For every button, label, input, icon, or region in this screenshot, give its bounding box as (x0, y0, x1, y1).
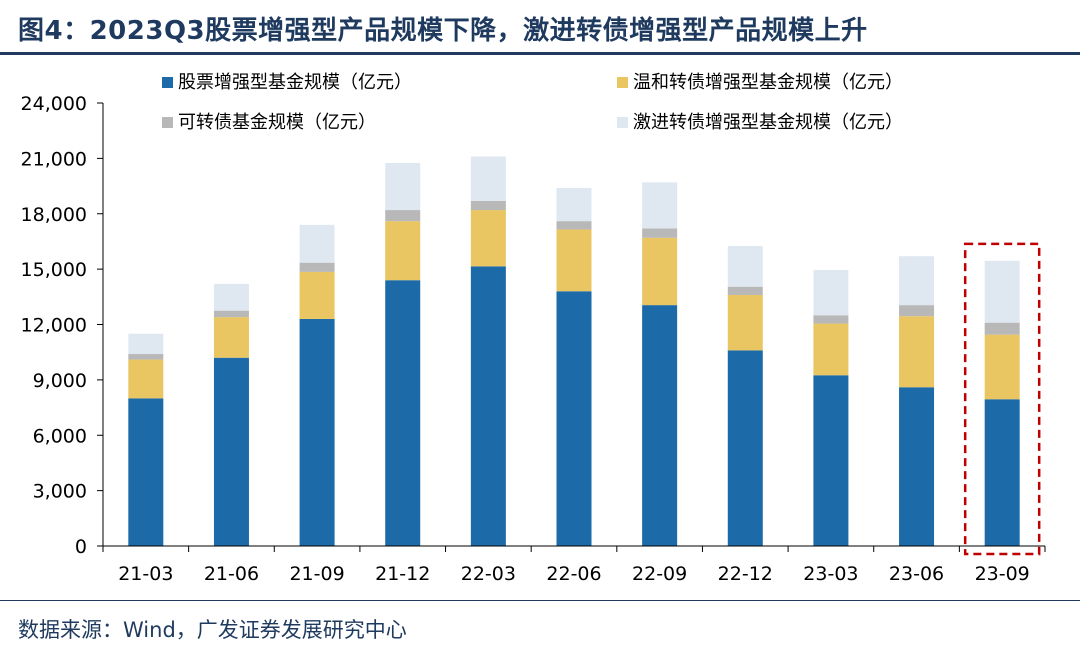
bar-segment (899, 256, 935, 306)
bar-segment (727, 246, 763, 287)
x-axis: 21-03 21-06 21-09 21-12 22-03 22-06 22-09 22-12… (102, 545, 1046, 585)
bar-segment (128, 333, 164, 355)
legend-label: 温和转债增强型基金规模（亿元） (633, 72, 903, 93)
y-tick-label: 6,000 (33, 425, 87, 447)
y-tick-label: 9,000 (33, 370, 87, 392)
x-tick-label: 21-12 (375, 563, 430, 585)
legend-swatch (617, 117, 628, 128)
bar-segment (813, 375, 849, 546)
x-tick-label: 21-09 (289, 563, 344, 585)
bar-segment (299, 224, 335, 263)
bar-segment (213, 310, 249, 318)
bar-segment (470, 266, 506, 546)
bar-segment (899, 316, 935, 388)
bar-segment (984, 334, 1020, 400)
bar-segment (727, 294, 763, 351)
y-tick-label: 21,000 (21, 148, 87, 170)
legend-label: 股票增强型基金规模（亿元） (178, 72, 412, 93)
bar-segment (128, 354, 164, 360)
bar-segment (470, 156, 506, 201)
y-tick-label: 12,000 (21, 315, 87, 337)
bar-segment (556, 187, 592, 222)
bar-segment (727, 350, 763, 546)
x-tick-label: 21-03 (118, 563, 173, 585)
legend-swatch (162, 117, 173, 128)
y-axis: 0 3,000 6,000 9,000 12,000 15,000 18,000 21,000… (21, 93, 104, 558)
legend-swatch (617, 77, 628, 88)
bar-segment (470, 210, 506, 267)
stacked-bar-chart: 股票增强型基金规模（亿元） 温和转债增强型基金规模（亿元） 可转债基金规模（亿元） 激… (21, 72, 1046, 585)
footer-divider (0, 600, 1080, 601)
highlight-box (963, 242, 1041, 556)
bar-segment (727, 286, 763, 295)
bar-segment (213, 357, 249, 546)
bar-segment (556, 221, 592, 230)
legend: 股票增强型基金规模（亿元） 温和转债增强型基金规模（亿元） 可转债基金规模（亿元） 激… (162, 72, 903, 133)
y-tick-label: 24,000 (21, 93, 87, 115)
y-tick-label: 3,000 (33, 481, 87, 503)
y-tick-label: 15,000 (21, 259, 87, 281)
x-tick-label: 22-06 (546, 563, 601, 585)
bar-segment (642, 228, 678, 238)
bar-segment (642, 237, 678, 306)
bar-segment (385, 162, 421, 211)
bar-segment (899, 305, 935, 317)
bar-segment (813, 270, 849, 316)
legend-label: 可转债基金规模（亿元） (178, 112, 376, 133)
x-tick-label: 23-06 (889, 563, 944, 585)
x-tick-label: 23-03 (803, 563, 858, 585)
x-tick-label: 22-03 (461, 563, 516, 585)
bar-segment (642, 182, 678, 229)
source-note: 数据来源：Wind，广发证券发展研究中心 (18, 618, 407, 642)
bar-segment (556, 229, 592, 292)
bar-segment (642, 305, 678, 546)
bar-segment (299, 318, 335, 546)
x-tick-label: 21-06 (204, 563, 259, 585)
title-divider (0, 52, 1080, 55)
bar-segment (213, 317, 249, 358)
bar-segment (299, 262, 335, 272)
bar-segment (470, 200, 506, 211)
bar-segment (128, 398, 164, 546)
bar-segment (128, 359, 164, 399)
y-tick-label: 0 (75, 536, 87, 558)
bar-segment (813, 315, 849, 324)
y-tick-label: 18,000 (21, 204, 87, 226)
bar-group (128, 156, 1020, 546)
bar-segment (213, 283, 249, 311)
bar-segment (984, 322, 1020, 335)
x-tick-label: 22-12 (718, 563, 773, 585)
bar-segment (385, 210, 421, 222)
x-tick-label: 22-09 (632, 563, 687, 585)
bar-segment (984, 399, 1020, 546)
x-tick-label: 23-09 (975, 563, 1030, 585)
bar-segment (984, 260, 1020, 323)
chart-title: 图4：2023Q3股票增强型产品规模下降，激进转债增强型产品规模上升 (18, 16, 868, 46)
bar-segment (813, 323, 849, 376)
legend-label: 激进转债增强型基金规模（亿元） (633, 112, 903, 133)
legend-swatch (162, 77, 173, 88)
bar-segment (899, 387, 935, 546)
bar-segment (556, 291, 592, 546)
bar-segment (385, 280, 421, 546)
highlight-group (963, 242, 1041, 556)
bar-segment (385, 221, 421, 281)
bar-segment (299, 271, 335, 319)
